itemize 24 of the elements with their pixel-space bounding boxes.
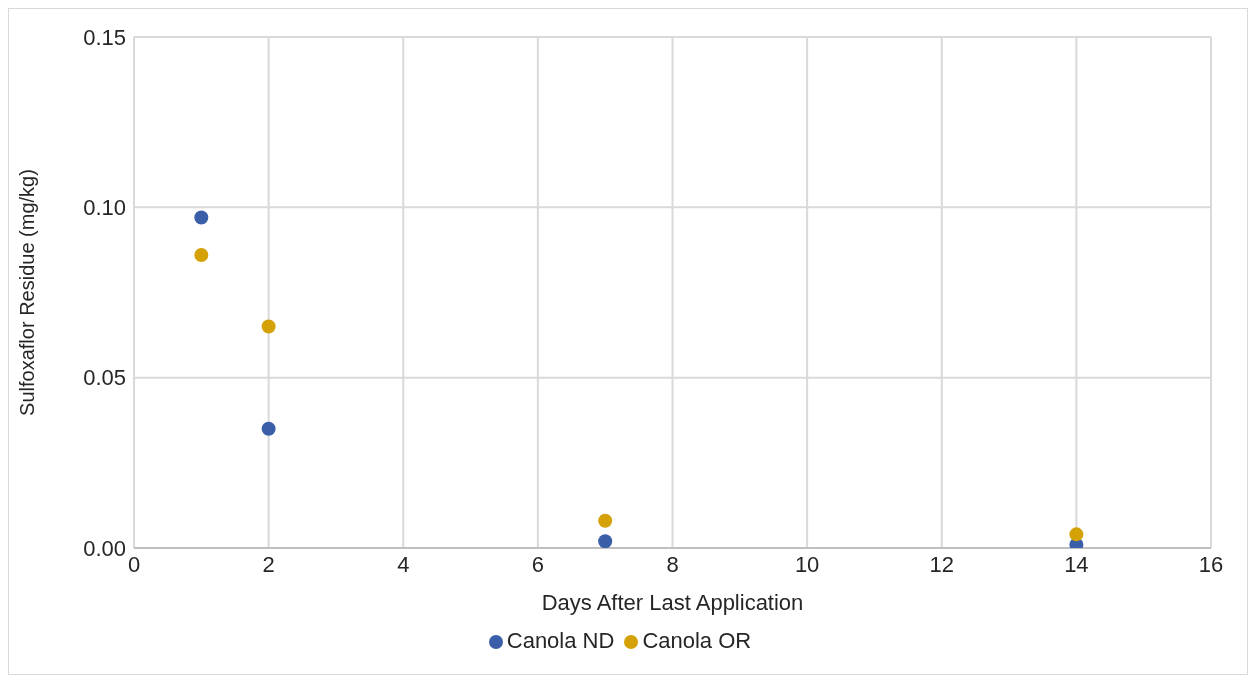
legend-label: Canola ND: [506, 628, 615, 653]
y-tick-label: 0.05: [83, 365, 126, 391]
point: [1069, 527, 1084, 542]
y-tick-label: 0.15: [83, 24, 126, 50]
x-tick-label: 6: [531, 551, 544, 577]
point: [598, 513, 613, 528]
point: [194, 210, 209, 225]
point: [194, 248, 209, 263]
x-tick-label: 0: [127, 551, 141, 577]
x-tick-label: 14: [1064, 551, 1089, 577]
x-tick-label: 16: [1198, 551, 1224, 577]
x-tick-label: 12: [929, 551, 954, 577]
x-tick-label: 2: [262, 551, 275, 577]
x-axis-title: Days After Last Application: [541, 590, 804, 615]
x-tick-label: 4: [397, 551, 410, 577]
y-tick-label: 0.10: [83, 195, 126, 221]
x-tick-label: 10: [794, 551, 820, 577]
point: [261, 421, 276, 436]
legend-label: Canola OR: [642, 628, 752, 653]
y-axis-title: Sulfoxaflor Residue (mg/kg): [16, 169, 39, 416]
x-tick-label: 8: [666, 551, 679, 577]
y-tick-label: 0.00: [83, 535, 126, 561]
point: [598, 534, 613, 548]
point: [261, 319, 276, 334]
